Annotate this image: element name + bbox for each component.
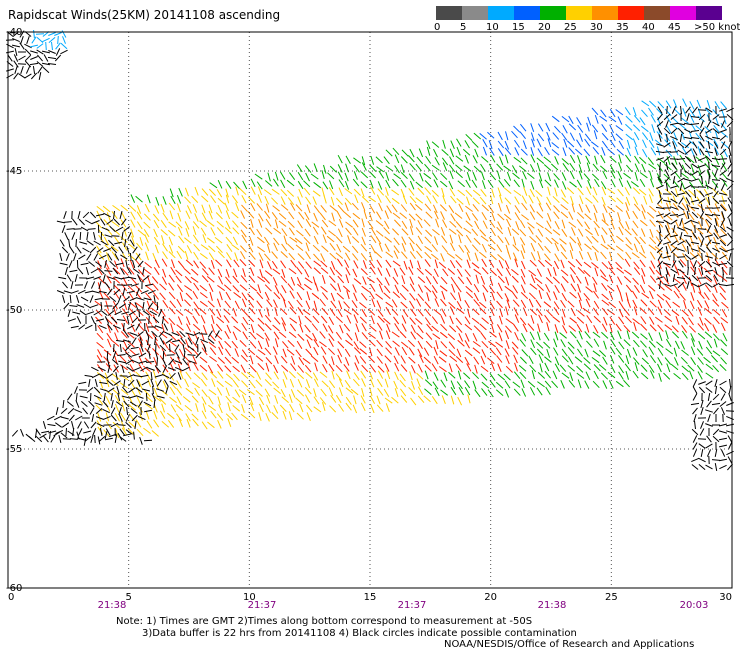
note-line-3: NOAA/NESDIS/Office of Research and Appli… [444,639,695,650]
latitude-tick-label: -45 [6,166,22,177]
latitude-tick-label: -50 [6,305,22,316]
legend-swatch [644,6,670,20]
time-label: 21:37 [398,600,427,611]
time-label: 21:38 [538,600,567,611]
time-label: 21:38 [98,600,127,611]
time-label: 20:03 [680,600,709,611]
legend-label: 40 [642,22,655,33]
legend-swatch [696,6,722,20]
legend-label: >50 knots [694,22,740,33]
legend-swatch [514,6,540,20]
note-line-1: Note: 1) Times are GMT 2)Times along bot… [116,616,533,627]
map-grid [8,32,732,588]
map-title: Rapidscat Winds(25KM) 20141108 ascending [8,8,281,22]
time-labels: 21:38 21:37 21:37 21:38 20:03 [98,600,709,611]
legend-label: 0 [434,22,441,33]
longitude-tick-label: 10 [243,592,256,603]
legend-label: 45 [668,22,681,33]
longitude-tick-label: 15 [364,592,377,603]
longitude-tick-label: 0 [8,592,14,603]
legend-label: 10 [486,22,499,33]
legend-label: 5 [460,22,467,33]
legend-swatch [540,6,566,20]
longitude-labels: 0 5 10 15 20 25 30 [8,592,732,603]
map-frame [7,31,733,589]
legend-swatch [436,6,462,20]
longitude-tick-label: 20 [484,592,497,603]
legend-label: 35 [616,22,629,33]
latitude-tick-label: -60 [6,583,22,594]
wind-speed-legend: 0 5 10 15 20 25 30 35 40 45 >50 knots [434,6,740,40]
legend-label: 25 [564,22,577,33]
longitude-tick-label: 25 [605,592,618,603]
legend-swatch [670,6,696,20]
latitude-tick-label: -55 [6,444,22,455]
latitude-tick-label: -40 [6,27,22,38]
legend-swatch [592,6,618,20]
legend-label: 20 [538,22,551,33]
legend-swatch [566,6,592,20]
note-line-2: 3)Data buffer is 22 hrs from 20141108 4)… [142,628,577,639]
longitude-tick-label: 5 [125,592,131,603]
legend-swatch [462,6,488,20]
wind-barbs [5,29,735,471]
longitude-tick-label: 30 [719,592,732,603]
legend-label: 30 [590,22,603,33]
legend-swatch [488,6,514,20]
time-label: 21:37 [248,600,277,611]
latitude-labels: -40 -45 -50 -55 -60 [6,27,22,594]
legend-label: 15 [512,22,525,33]
legend-swatch [618,6,644,20]
